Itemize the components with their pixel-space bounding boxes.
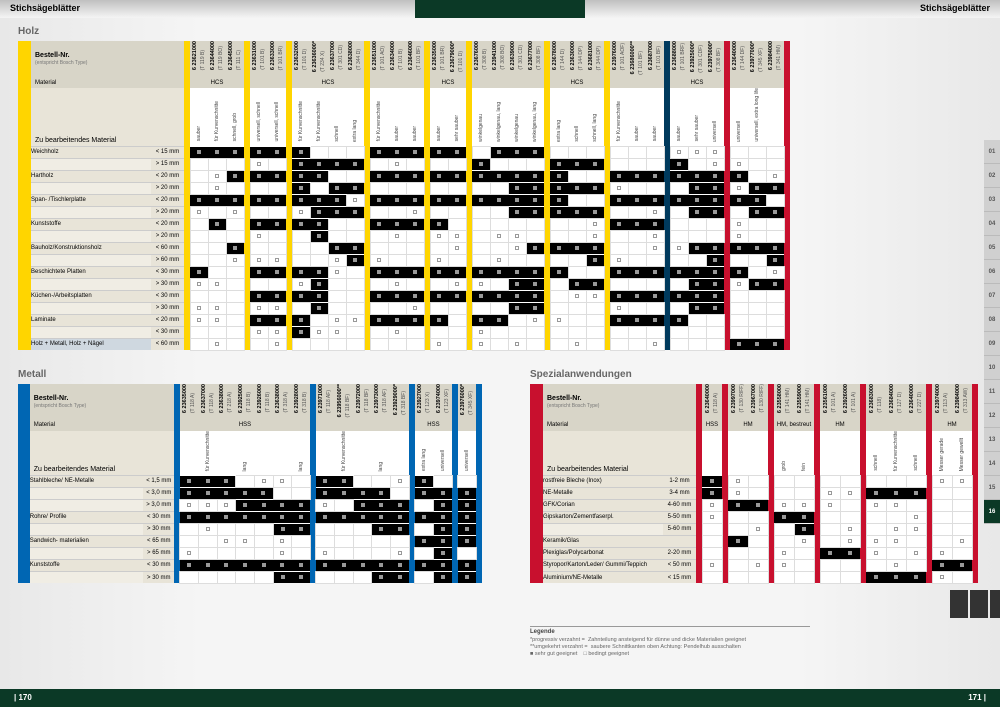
- footer: | 170 171 |: [0, 689, 1000, 707]
- header-title-right: Stichsägeblätter: [585, 0, 1000, 18]
- page-tab-07[interactable]: 07: [984, 284, 1000, 308]
- page-tab-02[interactable]: 02: [984, 164, 1000, 188]
- page-tab-11[interactable]: 11: [984, 380, 1000, 404]
- legend: Legende *progressiv verzahnt = Zahnteilu…: [530, 626, 810, 657]
- section-holz-title: Holz: [18, 26, 1000, 37]
- page-right: 171 |: [968, 693, 986, 703]
- page-tab-14[interactable]: 14: [984, 452, 1000, 476]
- page-tab-06[interactable]: 06: [984, 260, 1000, 284]
- metall-table: Bestell-Nr.(entspricht Bosch Type)6 2363…: [18, 384, 482, 584]
- legend-title: Legende: [530, 626, 810, 635]
- page-tab-12[interactable]: 12: [984, 404, 1000, 428]
- legend-row: *progressiv verzahnt =: [530, 637, 585, 643]
- holz-table: Bestell-Nr.(entspricht Bosch Type)6 2362…: [18, 41, 982, 351]
- legend-row: **umgekehrt verzahnt =: [530, 644, 588, 650]
- section-metall-title: Metall: [18, 369, 500, 380]
- spezial-table: Bestell-Nr.(entspricht Bosch Type)6 2364…: [530, 384, 1000, 618]
- page-tab-09[interactable]: 09: [984, 332, 1000, 356]
- icon-strip: [950, 590, 1000, 618]
- header-accent: [415, 0, 585, 18]
- page-tab-05[interactable]: 05: [984, 236, 1000, 260]
- page-tab-08[interactable]: 08: [984, 308, 1000, 332]
- page-tab-15[interactable]: 15: [984, 476, 1000, 500]
- page-tab-04[interactable]: 04: [984, 212, 1000, 236]
- legend-row: □ bedingt geeignet: [583, 651, 629, 657]
- section-spezial-title: Spezialanwendungen: [530, 369, 1000, 380]
- legend-row: saubere Schnittkanten oben Achtung: Pend…: [591, 644, 741, 650]
- page-tab-13[interactable]: 13: [984, 428, 1000, 452]
- header: Stichsägeblätter Stichsägeblätter: [0, 0, 1000, 18]
- page-tab-03[interactable]: 03: [984, 188, 1000, 212]
- page-tab-10[interactable]: 10: [984, 356, 1000, 380]
- legend-row: ■ sehr gut geeignet: [530, 651, 577, 657]
- legend-row: Zahnteilung ansteigend für dünne und dic…: [588, 637, 746, 643]
- header-title-left: Stichsägeblätter: [0, 0, 415, 18]
- page-tabs: 01020304050607080910111213141516: [984, 140, 1000, 524]
- page-tab-16[interactable]: 16: [984, 500, 1000, 524]
- page-left: | 170: [14, 693, 32, 703]
- page-tab-01[interactable]: 01: [984, 140, 1000, 164]
